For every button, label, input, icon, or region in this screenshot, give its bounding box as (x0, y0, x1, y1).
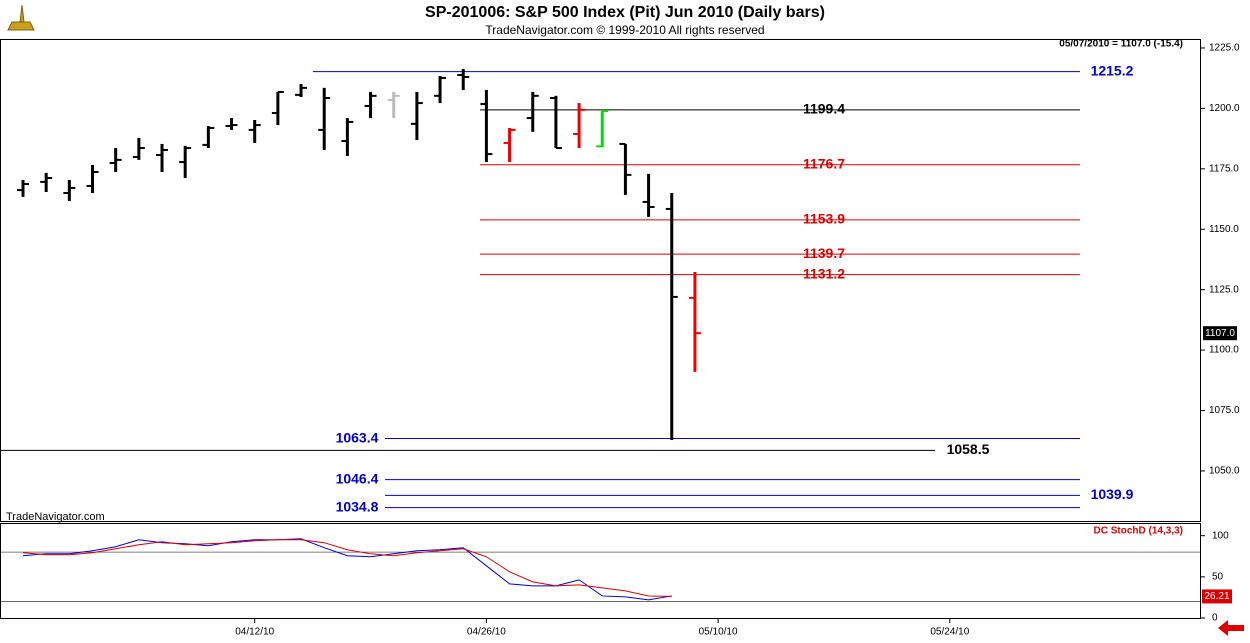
last-price-box (1203, 326, 1237, 341)
level-label: 1039.9 (1091, 486, 1134, 502)
y-tick-label: 1050.0 (1209, 466, 1240, 477)
x-tick-label: 04/26/10 (467, 627, 506, 638)
y-tick-label: 1150.0 (1209, 224, 1239, 235)
y-tick-label: 1200.0 (1209, 103, 1240, 114)
chart-title: SP-201006: S&P 500 Index (Pit) Jun 2010 … (425, 4, 825, 21)
y-tick-label: 100 (1212, 530, 1229, 541)
main-panel-frame (0, 39, 1201, 522)
last-price-label: 1107.0 (1205, 328, 1235, 339)
y-tick-label: 1075.0 (1209, 405, 1240, 416)
x-tick-label: 05/24/10 (930, 627, 969, 638)
indicator-line (22, 539, 672, 597)
y-tick-label: 1100.0 (1209, 345, 1239, 356)
chart-subtitle: TradeNavigator.com © 1999-2010 All right… (485, 23, 764, 37)
logo (7, 4, 35, 31)
level-label: 1058.5 (947, 441, 990, 457)
level-label: 1046.4 (336, 470, 379, 486)
level-label: 1139.7 (803, 245, 845, 261)
y-tick-label: 1175.0 (1209, 163, 1239, 174)
level-label: 1131.2 (803, 265, 845, 281)
y-tick-label: 1125.0 (1209, 284, 1239, 295)
level-label: 1034.8 (336, 498, 379, 514)
indicator-title: DC StochD (14,3,3) (1094, 526, 1183, 537)
level-label: 1176.7 (803, 155, 845, 171)
y-tick-label: 50 (1212, 571, 1224, 582)
level-label: 1153.9 (803, 211, 845, 227)
indicator-value-label: 26.21 (1204, 591, 1229, 602)
indicator-value-box (1202, 589, 1232, 604)
y-tick-label: 1225.0 (1209, 43, 1240, 54)
y-tick-label: 0 (1212, 613, 1218, 624)
scroll-arrow[interactable] (1218, 620, 1244, 636)
x-tick-label: 05/10/10 (699, 627, 738, 638)
level-label: 1199.4 (803, 101, 845, 117)
stoch-panel-frame (0, 523, 1201, 619)
status-text: 05/07/2010 = 1107.0 (-15.4) (1059, 39, 1183, 50)
x-tick-label: 04/12/10 (235, 627, 274, 638)
level-label: 1215.2 (1091, 62, 1134, 78)
watermark: TradeNavigator.com (6, 511, 105, 523)
indicator-line (22, 538, 672, 601)
level-label: 1063.4 (336, 429, 379, 445)
